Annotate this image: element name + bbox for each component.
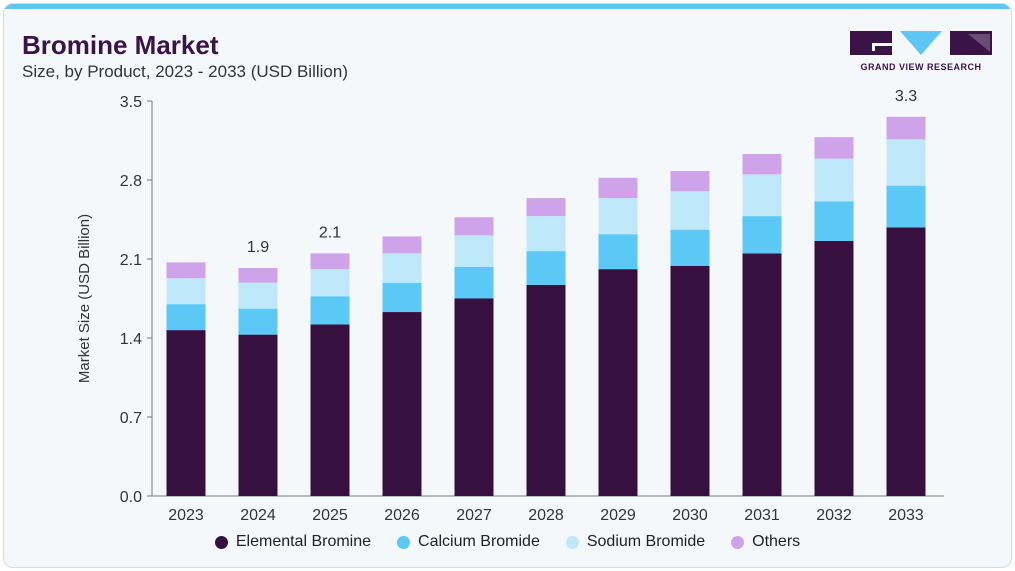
bar-calcium-bromide-2031: [742, 216, 782, 254]
grand-view-research-logo: GRAND VIEW RESEARCH: [850, 30, 992, 78]
bar-sodium-bromide-2026: [382, 253, 422, 283]
bar-others-2027: [454, 217, 494, 236]
y-tick-label: 2.8: [120, 173, 142, 190]
bar-calcium-bromide-2030: [670, 229, 710, 266]
legend-label: Elemental Bromine: [235, 533, 372, 550]
bar-others-2023: [166, 262, 206, 279]
x-tick-label: 2028: [528, 507, 564, 524]
bar-others-2031: [742, 154, 782, 175]
legend-item-others: Others: [731, 533, 800, 551]
data-label-2024: 1.9: [247, 239, 269, 256]
y-tick-label: 0.0: [120, 489, 142, 506]
bar-elemental-bromine-2029: [598, 269, 638, 496]
x-tick-label: 2029: [600, 507, 636, 524]
x-tick-label: 2031: [744, 507, 780, 524]
x-tick-label: 2026: [384, 507, 420, 524]
bar-sodium-bromide-2024: [238, 282, 278, 309]
bar-calcium-bromide-2023: [166, 304, 206, 331]
accent-bar: [4, 4, 1011, 9]
x-tick-label: 2025: [312, 507, 348, 524]
y-tick-label: 1.4: [120, 331, 142, 348]
bar-elemental-bromine-2031: [742, 253, 782, 496]
bar-others-2032: [814, 137, 854, 159]
bar-sodium-bromide-2023: [166, 278, 206, 305]
chart-card: Bromine Market Size, by Product, 2023 - …: [3, 3, 1012, 568]
bar-others-2030: [670, 170, 710, 192]
bar-calcium-bromide-2026: [382, 282, 422, 313]
bar-others-2033: [886, 116, 926, 140]
chart-subtitle: Size, by Product, 2023 - 2033 (USD Billi…: [22, 62, 348, 81]
bar-chart: 0.0 0.7 1.4 2.1 2.8 3.5 Market Size (USD Billi…: [76, 88, 944, 524]
bar-sodium-bromide-2030: [670, 191, 710, 230]
bar-others-2028: [526, 198, 566, 217]
bar-sodium-bromide-2027: [454, 235, 494, 267]
legend-item-sodium-bromide: Sodium Bromide: [565, 533, 706, 551]
bar-sodium-bromide-2033: [886, 139, 926, 186]
logo-text: GRAND VIEW RESEARCH: [860, 62, 982, 72]
x-tick-label: 2033: [888, 507, 924, 524]
bar-elemental-bromine-2030: [670, 265, 710, 496]
bar-elemental-bromine-2033: [886, 227, 926, 496]
bar-elemental-bromine-2026: [382, 312, 422, 496]
x-tick-label: 2032: [816, 507, 852, 524]
chart-title: Bromine Market: [22, 30, 219, 60]
legend-label: Calcium Bromide: [418, 533, 540, 550]
bar-calcium-bromide-2029: [598, 234, 638, 270]
bar-calcium-bromide-2033: [886, 185, 926, 228]
legend-label: Others: [752, 533, 801, 550]
y-tick-label: 2.1: [120, 252, 142, 269]
legend-swatch: [731, 535, 745, 549]
y-tick-label: 0.7: [120, 410, 142, 427]
bar-others-2026: [382, 236, 422, 254]
x-tick-label: 2023: [168, 507, 204, 524]
bar-calcium-bromide-2027: [454, 266, 494, 299]
chart-legend: Elemental Bromine Calcium Bromide Sodium B…: [4, 533, 1011, 551]
bar-others-2024: [238, 268, 278, 283]
logo-mark-icon: [850, 31, 992, 55]
bar-sodium-bromide-2025: [310, 269, 350, 297]
bar-calcium-bromide-2028: [526, 251, 566, 285]
bar-others-2025: [310, 253, 350, 270]
bar-sodium-bromide-2032: [814, 158, 854, 202]
legend-item-calcium-bromide: Calcium Bromide: [397, 533, 540, 551]
data-label-2025: 2.1: [319, 224, 341, 241]
bar-elemental-bromine-2023: [166, 330, 206, 496]
bar-sodium-bromide-2028: [526, 216, 566, 252]
bar-elemental-bromine-2028: [526, 284, 566, 496]
data-label-2033: 3.3: [895, 88, 917, 105]
bar-others-2029: [598, 177, 638, 199]
y-axis-label: Market Size (USD Billion): [76, 214, 93, 383]
x-tick-label: 2024: [240, 507, 276, 524]
bar-elemental-bromine-2024: [238, 334, 278, 496]
bar-elemental-bromine-2027: [454, 298, 494, 496]
legend-label: Sodium Bromide: [586, 533, 706, 550]
bar-calcium-bromide-2024: [238, 308, 278, 335]
bar-elemental-bromine-2025: [310, 324, 350, 496]
bar-sodium-bromide-2031: [742, 174, 782, 217]
legend-swatch: [397, 535, 411, 549]
bar-sodium-bromide-2029: [598, 198, 638, 235]
bar-calcium-bromide-2032: [814, 201, 854, 241]
bar-calcium-bromide-2025: [310, 296, 350, 325]
legend-item-elemental-bromine: Elemental Bromine: [214, 533, 372, 551]
legend-swatch: [565, 535, 579, 549]
x-tick-label: 2030: [672, 507, 708, 524]
bar-elemental-bromine-2032: [814, 240, 854, 496]
x-tick-label: 2027: [456, 507, 492, 524]
legend-swatch: [214, 535, 228, 549]
y-tick-label: 3.5: [120, 94, 142, 111]
